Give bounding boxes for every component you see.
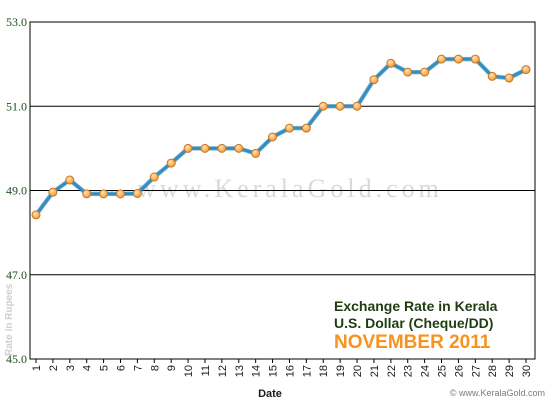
x-tick-label: 11 [200,365,212,376]
data-point [166,158,176,168]
chart-title: Exchange Rate in Kerala [334,298,498,314]
legend: Exchange Rate in Kerala U.S. Dollar (Che… [334,298,498,353]
x-tick-label: 2 [48,365,60,371]
data-point [352,101,362,111]
x-tick-label: 28 [487,365,499,377]
data-point [99,189,109,199]
credit-text: © www.KeralaGold.com [450,388,545,398]
data-point [82,189,92,199]
data-point [420,67,430,77]
data-point [183,143,193,153]
data-point [318,101,328,111]
x-tick-label: 16 [284,365,296,377]
data-point [335,101,345,111]
y-tick-label: 49.0 [6,184,27,198]
x-tick-label: 8 [149,365,161,371]
x-tick-label: 30 [521,365,533,377]
chart-period: NOVEMBER 2011 [334,332,491,353]
data-point [386,58,396,68]
x-tick-label: 9 [166,365,178,371]
data-point [504,73,514,83]
chart-subtitle: U.S. Dollar (Cheque/DD) [334,315,493,331]
y-tick-label: 53.0 [6,15,27,29]
x-tick-label: 17 [301,365,313,377]
plot-frame [29,21,536,360]
data-point [453,54,463,64]
x-tick-label: 1 [31,365,43,371]
x-tick-label: 12 [217,365,229,377]
data-point [217,143,227,153]
x-tick-label: 21 [369,365,381,377]
x-tick-label: 15 [268,365,280,377]
x-tick-label: 26 [453,365,465,377]
y-tick-label: 45.0 [6,352,27,366]
x-tick-label: 19 [335,365,347,377]
x-tick-label: 6 [115,365,127,371]
data-point [234,143,244,153]
data-point [200,143,210,153]
data-point [251,148,261,158]
data-point [470,54,480,64]
y-tick-label: 47.0 [6,268,27,282]
x-tick-label: 24 [420,365,432,377]
x-tick-label: 27 [470,365,482,377]
x-tick-label: 14 [251,365,263,377]
x-tick-label: 7 [132,365,144,371]
data-point [284,123,294,133]
data-point [149,172,159,182]
x-tick-label: 10 [183,365,195,377]
data-point [437,54,447,64]
data-point [268,132,278,142]
y-axis-title: Rate in Rupees [4,283,15,356]
data-point [487,71,497,81]
x-tick-label: 3 [65,365,77,371]
data-point [65,175,75,185]
data-point [521,65,531,75]
data-point [115,189,125,199]
x-tick-label: 22 [386,365,398,377]
data-point [31,210,41,220]
data-point [301,123,311,133]
x-tick-label: 18 [318,365,330,377]
watermark: www.KeralaGold.com [137,174,443,203]
x-tick-label: 29 [504,365,516,377]
y-tick-label: 51.0 [6,99,27,113]
data-point [48,187,58,197]
x-tick-label: 4 [82,365,94,371]
x-tick-label: 20 [352,365,364,377]
x-tick-label: 23 [403,365,415,377]
data-point [403,67,413,77]
data-point [369,75,379,85]
data-point [132,188,142,198]
x-tick-label: 25 [437,365,449,377]
x-tick-label: 13 [234,365,246,377]
x-axis-title: Date [258,388,282,400]
x-tick-label: 5 [99,365,111,371]
